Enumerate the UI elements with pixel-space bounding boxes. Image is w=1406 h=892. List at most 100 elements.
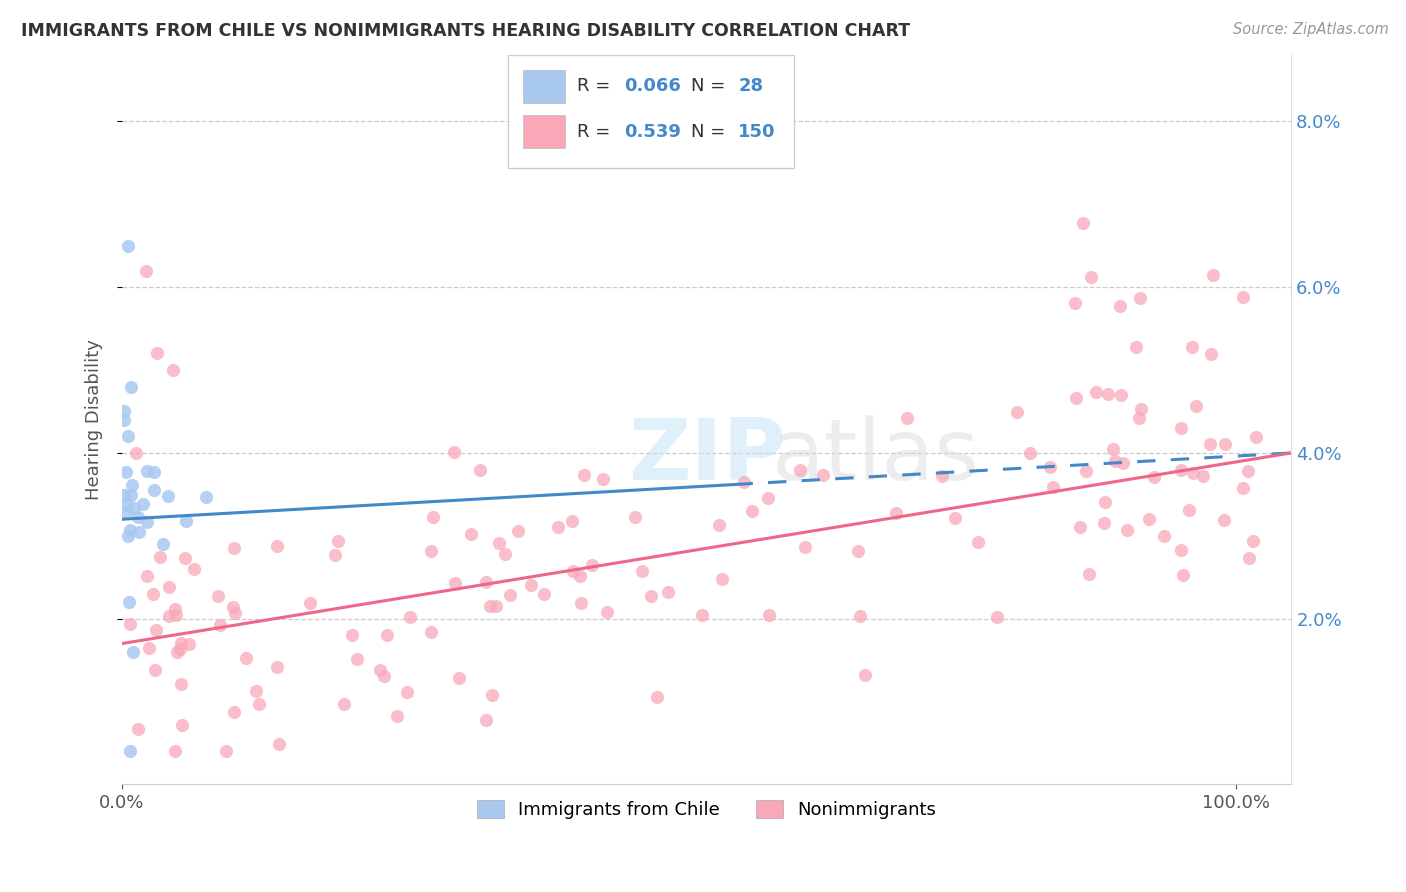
- Point: [422, 509, 444, 524]
- Point: [1153, 529, 1175, 543]
- Point: [1212, 513, 1234, 527]
- Point: [1129, 291, 1152, 305]
- Point: [569, 568, 592, 582]
- Point: [117, 429, 139, 443]
- Point: [174, 550, 197, 565]
- Point: [346, 651, 368, 665]
- Point: [146, 346, 169, 360]
- Point: [118, 524, 141, 538]
- Point: [143, 465, 166, 479]
- Legend: Immigrants from Chile, Nonimmigrants: Immigrants from Chile, Nonimmigrants: [470, 793, 943, 827]
- Point: [945, 511, 967, 525]
- Point: [120, 488, 142, 502]
- Point: [710, 572, 733, 586]
- Point: [447, 671, 470, 685]
- Point: [419, 544, 441, 558]
- Point: [170, 636, 193, 650]
- Point: [690, 607, 713, 622]
- Point: [986, 610, 1008, 624]
- Point: [470, 462, 492, 476]
- Point: [1137, 512, 1160, 526]
- Point: [640, 589, 662, 603]
- Point: [326, 533, 349, 548]
- Point: [1109, 388, 1132, 402]
- Point: [135, 263, 157, 277]
- Point: [208, 618, 231, 632]
- Point: [1112, 456, 1135, 470]
- Point: [1007, 405, 1029, 419]
- Point: [342, 628, 364, 642]
- Text: R =: R =: [576, 123, 616, 141]
- Point: [117, 239, 139, 253]
- Point: [811, 467, 834, 482]
- Point: [115, 499, 138, 513]
- Point: [1125, 340, 1147, 354]
- Point: [1064, 391, 1087, 405]
- Point: [245, 683, 267, 698]
- Point: [125, 446, 148, 460]
- Point: [157, 581, 180, 595]
- Point: [152, 537, 174, 551]
- Point: [1192, 469, 1215, 483]
- FancyBboxPatch shape: [523, 115, 565, 148]
- Point: [122, 500, 145, 515]
- Point: [122, 645, 145, 659]
- Point: [120, 617, 142, 632]
- Point: [1069, 519, 1091, 533]
- Point: [1074, 464, 1097, 478]
- Point: [165, 607, 187, 622]
- Point: [135, 464, 157, 478]
- Point: [149, 549, 172, 564]
- Point: [569, 596, 592, 610]
- Point: [368, 663, 391, 677]
- Point: [1239, 551, 1261, 566]
- Text: N =: N =: [692, 78, 731, 95]
- Point: [1128, 411, 1150, 425]
- Point: [373, 669, 395, 683]
- Point: [132, 497, 155, 511]
- Point: [592, 472, 614, 486]
- Text: R =: R =: [576, 78, 616, 95]
- Point: [419, 625, 441, 640]
- Point: [1092, 516, 1115, 531]
- Point: [266, 539, 288, 553]
- Point: [460, 527, 482, 541]
- Point: [166, 645, 188, 659]
- Point: [967, 535, 990, 549]
- Point: [561, 514, 583, 528]
- Point: [444, 575, 467, 590]
- Point: [499, 588, 522, 602]
- Point: [145, 624, 167, 638]
- Point: [1215, 437, 1237, 451]
- Point: [1170, 462, 1192, 476]
- Point: [1178, 502, 1201, 516]
- Point: [375, 628, 398, 642]
- Point: [1143, 469, 1166, 483]
- Point: [174, 514, 197, 528]
- Point: [112, 488, 135, 502]
- Point: [112, 413, 135, 427]
- Point: [794, 540, 817, 554]
- Point: [1181, 340, 1204, 354]
- Point: [485, 599, 508, 614]
- Point: [169, 642, 191, 657]
- Point: [1104, 454, 1126, 468]
- Point: [846, 544, 869, 558]
- Point: [1232, 481, 1254, 495]
- Point: [1109, 299, 1132, 313]
- Point: [475, 713, 498, 727]
- Point: [506, 524, 529, 538]
- Point: [443, 445, 465, 459]
- Point: [1039, 459, 1062, 474]
- Point: [112, 404, 135, 418]
- Point: [1170, 542, 1192, 557]
- Point: [136, 568, 159, 582]
- Point: [931, 469, 953, 483]
- Point: [399, 610, 422, 624]
- Point: [157, 489, 180, 503]
- Point: [1077, 567, 1099, 582]
- Point: [120, 379, 142, 393]
- Point: [884, 506, 907, 520]
- Point: [733, 475, 755, 489]
- Point: [121, 478, 143, 492]
